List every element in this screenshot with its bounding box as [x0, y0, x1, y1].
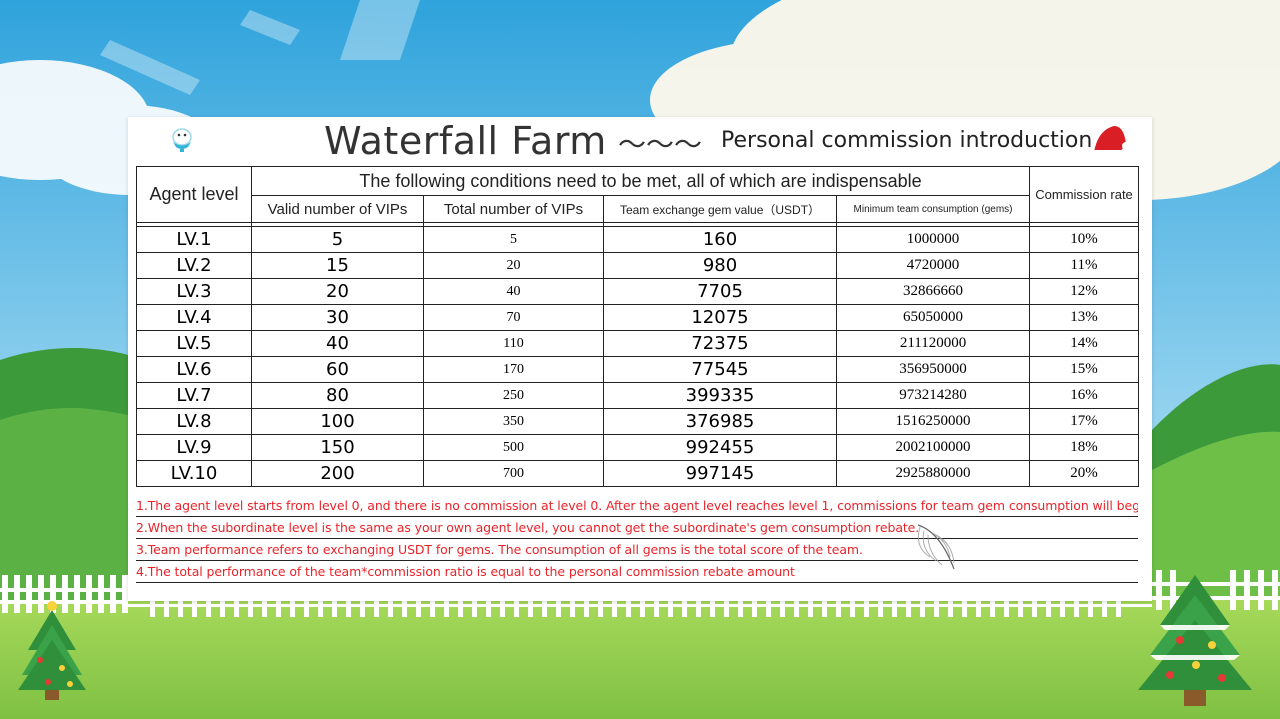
cell-level: LV.8 — [136, 408, 252, 435]
cell-valid-vips: 60 — [251, 356, 424, 383]
cell-valid-vips: 150 — [251, 434, 424, 461]
cell-level: LV.10 — [136, 460, 252, 487]
note-4: 4.The total performance of the team*comm… — [136, 561, 1138, 583]
cell-level: LV.3 — [136, 278, 252, 305]
cell-rate: 13% — [1029, 304, 1140, 331]
cell-level: LV.7 — [136, 382, 252, 409]
table-row: LV.2 15 20 980 4720000 11% — [136, 252, 1140, 279]
cell-total-vips: 350 — [423, 408, 604, 435]
table-row: LV.10 200 700 997145 2925880000 20% — [136, 460, 1140, 487]
cell-total-vips: 20 — [423, 252, 604, 279]
header-commission-rate: Commission rate — [1029, 166, 1140, 223]
cell-min-consumption: 2002100000 — [835, 434, 1031, 461]
title-row: Waterfall Farm ～～～ Personal commission i… — [128, 117, 1152, 165]
cell-gem-value: 997145 — [603, 460, 837, 487]
cell-total-vips: 5 — [423, 226, 604, 253]
fence-right — [1152, 570, 1280, 610]
header-valid-vips: Valid number of VIPs — [251, 195, 424, 223]
cell-level: LV.1 — [136, 226, 252, 253]
cell-min-consumption: 1000000 — [835, 226, 1031, 253]
fence-left — [0, 575, 128, 613]
cell-rate: 20% — [1029, 460, 1140, 487]
cell-min-consumption: 2925880000 — [835, 460, 1031, 487]
farm-logo-icon — [172, 128, 192, 152]
cell-valid-vips: 100 — [251, 408, 424, 435]
cell-gem-value: 160 — [603, 226, 837, 253]
christmas-tree-icon — [18, 601, 86, 700]
table-row: LV.4 30 70 12075 65050000 13% — [136, 304, 1140, 331]
cell-rate: 15% — [1029, 356, 1140, 383]
fence-bottom — [128, 601, 1152, 617]
cell-rate: 14% — [1029, 330, 1140, 357]
cell-level: LV.6 — [136, 356, 252, 383]
table-row: LV.1 5 5 160 1000000 10% — [136, 226, 1140, 253]
santa-hat-icon — [1092, 126, 1130, 157]
title-tilde: ～～～ — [618, 128, 703, 161]
cell-valid-vips: 20 — [251, 278, 424, 305]
page-subtitle: Personal commission introduction — [721, 128, 1093, 153]
cell-valid-vips: 80 — [251, 382, 424, 409]
cell-valid-vips: 5 — [251, 226, 424, 253]
cell-total-vips: 700 — [423, 460, 604, 487]
header-min-consumption: Minimum team consumption (gems) — [835, 195, 1031, 223]
header-agent-level: Agent level — [136, 166, 252, 223]
cell-gem-value: 980 — [603, 252, 837, 279]
cell-valid-vips: 200 — [251, 460, 424, 487]
christmas-tree-icon — [1138, 575, 1252, 706]
cell-gem-value: 72375 — [603, 330, 837, 357]
cell-total-vips: 500 — [423, 434, 604, 461]
cell-rate: 11% — [1029, 252, 1140, 279]
header-total-vips: Total number of VIPs — [423, 195, 604, 223]
cell-total-vips: 70 — [423, 304, 604, 331]
note-3: 3.Team performance refers to exchanging … — [136, 539, 1138, 561]
cell-min-consumption: 1516250000 — [835, 408, 1031, 435]
cell-min-consumption: 211120000 — [835, 330, 1031, 357]
cell-min-consumption: 65050000 — [835, 304, 1031, 331]
commission-table: Agent level The following conditions nee… — [136, 166, 1140, 487]
cell-level: LV.9 — [136, 434, 252, 461]
cell-min-consumption: 973214280 — [835, 382, 1031, 409]
table-row: LV.9 150 500 992455 2002100000 18% — [136, 434, 1140, 461]
cell-gem-value: 376985 — [603, 408, 837, 435]
cell-valid-vips: 15 — [251, 252, 424, 279]
cell-valid-vips: 40 — [251, 330, 424, 357]
table-row: LV.8 100 350 376985 1516250000 17% — [136, 408, 1140, 435]
cell-min-consumption: 356950000 — [835, 356, 1031, 383]
cell-level: LV.5 — [136, 330, 252, 357]
cell-min-consumption: 32866660 — [835, 278, 1031, 305]
cell-rate: 17% — [1029, 408, 1140, 435]
cell-gem-value: 77545 — [603, 356, 837, 383]
commission-card: Waterfall Farm ～～～ Personal commission i… — [128, 117, 1152, 601]
cell-total-vips: 250 — [423, 382, 604, 409]
cell-rate: 16% — [1029, 382, 1140, 409]
cell-total-vips: 40 — [423, 278, 604, 305]
cell-valid-vips: 30 — [251, 304, 424, 331]
cell-gem-value: 399335 — [603, 382, 837, 409]
table-row: LV.7 80 250 399335 973214280 16% — [136, 382, 1140, 409]
cell-gem-value: 12075 — [603, 304, 837, 331]
cell-rate: 18% — [1029, 434, 1140, 461]
header-gem-value: Team exchange gem value（USDT） — [603, 195, 837, 223]
header-conditions: The following conditions need to be met,… — [250, 166, 1031, 196]
feather-icon — [917, 524, 955, 570]
cell-rate: 10% — [1029, 226, 1140, 253]
note-1: 1.The agent level starts from level 0, a… — [136, 495, 1138, 517]
cell-total-vips: 110 — [423, 330, 604, 357]
cell-gem-value: 7705 — [603, 278, 837, 305]
cell-level: LV.4 — [136, 304, 252, 331]
cell-min-consumption: 4720000 — [835, 252, 1031, 279]
cell-level: LV.2 — [136, 252, 252, 279]
table-row: LV.5 40 110 72375 211120000 14% — [136, 330, 1140, 357]
note-2: 2.When the subordinate level is the same… — [136, 517, 1138, 539]
cell-gem-value: 992455 — [603, 434, 837, 461]
table-row: LV.3 20 40 7705 32866660 12% — [136, 278, 1140, 305]
cell-total-vips: 170 — [423, 356, 604, 383]
table-row: LV.6 60 170 77545 356950000 15% — [136, 356, 1140, 383]
cell-rate: 12% — [1029, 278, 1140, 305]
notes-list: 1.The agent level starts from level 0, a… — [136, 495, 1138, 583]
page-title: Waterfall Farm — [324, 119, 607, 163]
